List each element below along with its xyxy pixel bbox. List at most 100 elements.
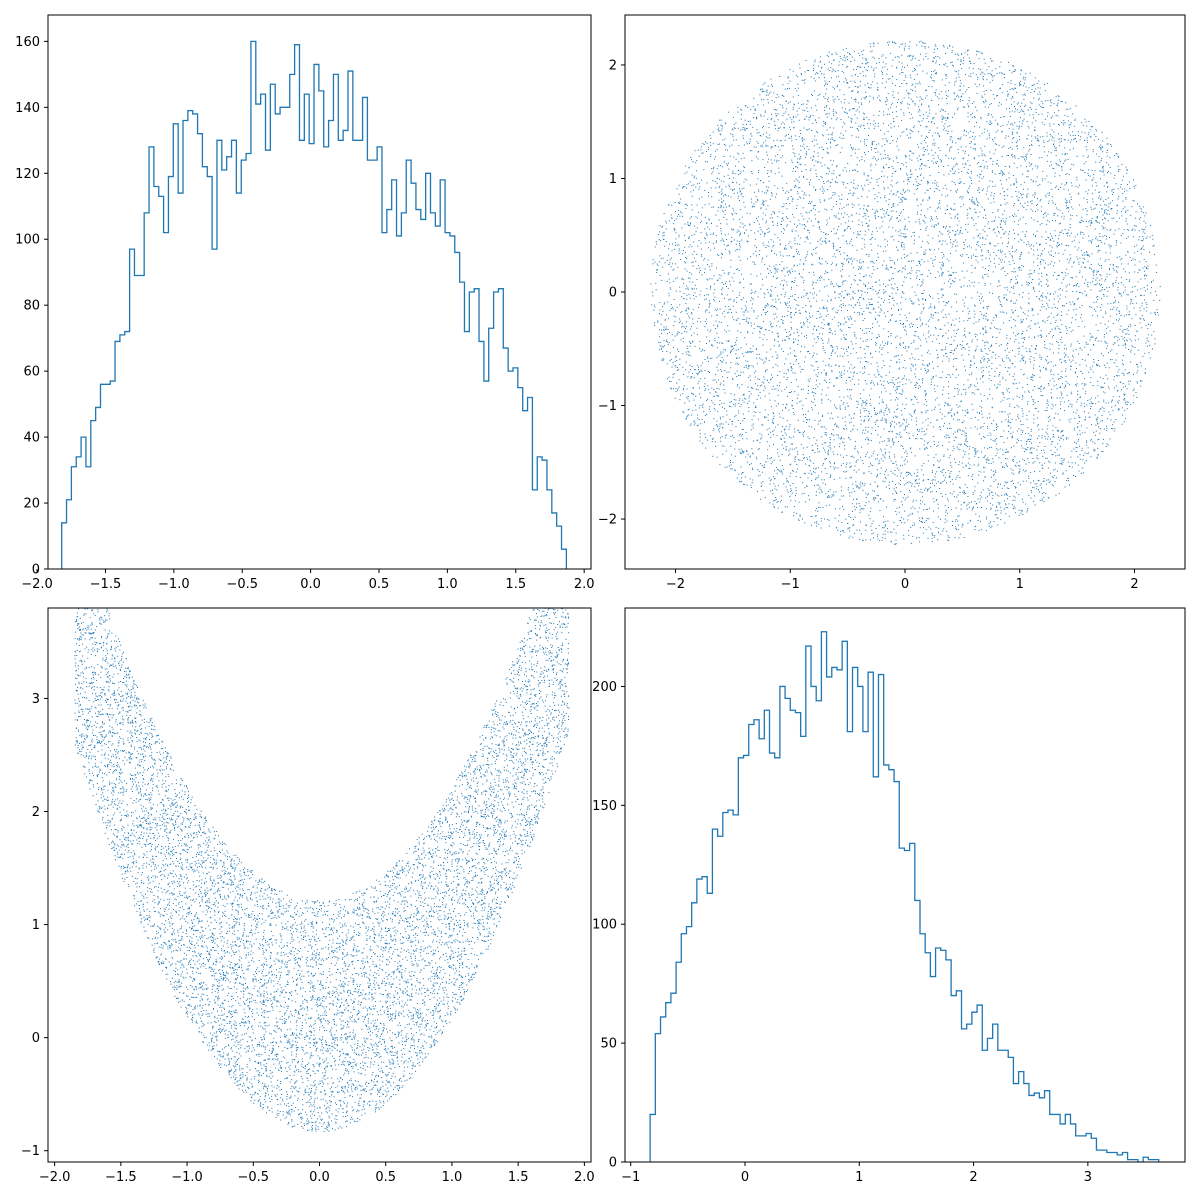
- scatter-point: [908, 221, 910, 223]
- scatter-point: [948, 157, 950, 159]
- scatter-point: [890, 359, 892, 361]
- scatter-point: [704, 415, 706, 416]
- scatter-point: [892, 444, 894, 446]
- scatter-point: [819, 226, 820, 228]
- scatter-point: [929, 129, 931, 131]
- scatter-point: [723, 389, 725, 390]
- scatter-point: [863, 97, 865, 99]
- scatter-point: [806, 103, 808, 105]
- scatter-point: [900, 475, 902, 477]
- scatter-point: [1051, 261, 1053, 263]
- scatter-point: [1012, 215, 1014, 217]
- scatter-point: [893, 521, 895, 523]
- scatter-point: [1130, 291, 1132, 293]
- scatter-point: [1071, 185, 1073, 187]
- scatter-point: [855, 136, 857, 138]
- scatter-point: [821, 443, 823, 445]
- scatter-point: [695, 404, 696, 406]
- scatter-point: [885, 286, 886, 287]
- scatter-point: [970, 361, 972, 362]
- scatter-point: [881, 298, 883, 299]
- scatter-point: [694, 292, 696, 294]
- scatter-point: [847, 355, 849, 357]
- scatter-point: [951, 52, 953, 53]
- scatter-point: [947, 209, 948, 210]
- scatter-point: [808, 128, 810, 130]
- scatter-point: [1106, 362, 1108, 364]
- scatter-point: [977, 51, 979, 53]
- scatter-point: [1117, 320, 1119, 322]
- scatter-point: [1051, 139, 1053, 141]
- scatter-point: [843, 297, 844, 299]
- scatter-point: [857, 451, 859, 452]
- scatter-point: [879, 284, 881, 286]
- scatter-point: [820, 327, 822, 329]
- scatter-point: [708, 195, 709, 197]
- scatter-point: [892, 227, 894, 229]
- scatter-point: [933, 70, 934, 72]
- scatter-point: [993, 251, 995, 253]
- scatter-point: [734, 342, 736, 344]
- scatter-point: [813, 78, 815, 79]
- scatter-point: [945, 346, 947, 348]
- scatter-point: [848, 262, 850, 264]
- scatter-point: [789, 87, 790, 89]
- scatter-point: [901, 292, 903, 294]
- scatter-point: [1049, 343, 1051, 345]
- scatter-point: [829, 489, 831, 491]
- scatter-point: [792, 198, 794, 200]
- scatter-point: [969, 446, 971, 448]
- scatter-point: [825, 374, 827, 376]
- scatter-point: [1033, 287, 1035, 289]
- scatter-point: [770, 431, 772, 433]
- scatter-point: [828, 340, 830, 342]
- scatter-point: [990, 157, 992, 159]
- scatter-point: [876, 420, 877, 422]
- scatter-point: [1155, 264, 1157, 266]
- scatter-point: [846, 258, 848, 260]
- scatter-point: [918, 221, 920, 223]
- scatter-point: [934, 48, 936, 50]
- scatter-point: [935, 62, 937, 64]
- scatter-point: [1051, 188, 1053, 190]
- scatter-point: [864, 152, 865, 153]
- scatter-point: [1082, 459, 1084, 461]
- scatter-point: [1081, 216, 1083, 218]
- scatter-point: [947, 270, 949, 272]
- scatter-point: [866, 209, 868, 211]
- scatter-point: [1086, 252, 1088, 254]
- scatter-point: [805, 305, 807, 307]
- scatter-point: [893, 304, 895, 306]
- scatter-point: [956, 476, 958, 478]
- scatter-point: [823, 442, 825, 444]
- scatter-point: [933, 162, 935, 164]
- scatter-point: [925, 323, 927, 325]
- scatter-point: [745, 351, 747, 353]
- scatter-point: [1096, 220, 1097, 222]
- scatter-point: [1136, 302, 1138, 304]
- scatter-point: [883, 175, 885, 177]
- scatter-point: [668, 331, 670, 333]
- scatter-point: [894, 411, 895, 413]
- scatter-point: [1032, 401, 1034, 403]
- scatter-point: [651, 304, 653, 306]
- scatter-point: [1026, 138, 1028, 140]
- scatter-point: [1079, 430, 1081, 432]
- scatter-point: [1132, 402, 1134, 404]
- scatter-point: [882, 61, 884, 63]
- scatter-point: [667, 333, 668, 334]
- scatter-point: [1062, 439, 1064, 441]
- scatter-point: [978, 162, 980, 163]
- scatter-point: [889, 481, 890, 483]
- scatter-point: [793, 506, 795, 507]
- scatter-point: [1057, 454, 1059, 456]
- scatter-point: [877, 454, 878, 456]
- scatter-point: [901, 201, 903, 203]
- scatter-point: [976, 291, 978, 293]
- scatter-point: [741, 480, 743, 482]
- scatter-point: [943, 125, 945, 127]
- scatter-point: [896, 388, 898, 390]
- scatter-point: [896, 416, 898, 418]
- scatter-point: [1077, 390, 1079, 392]
